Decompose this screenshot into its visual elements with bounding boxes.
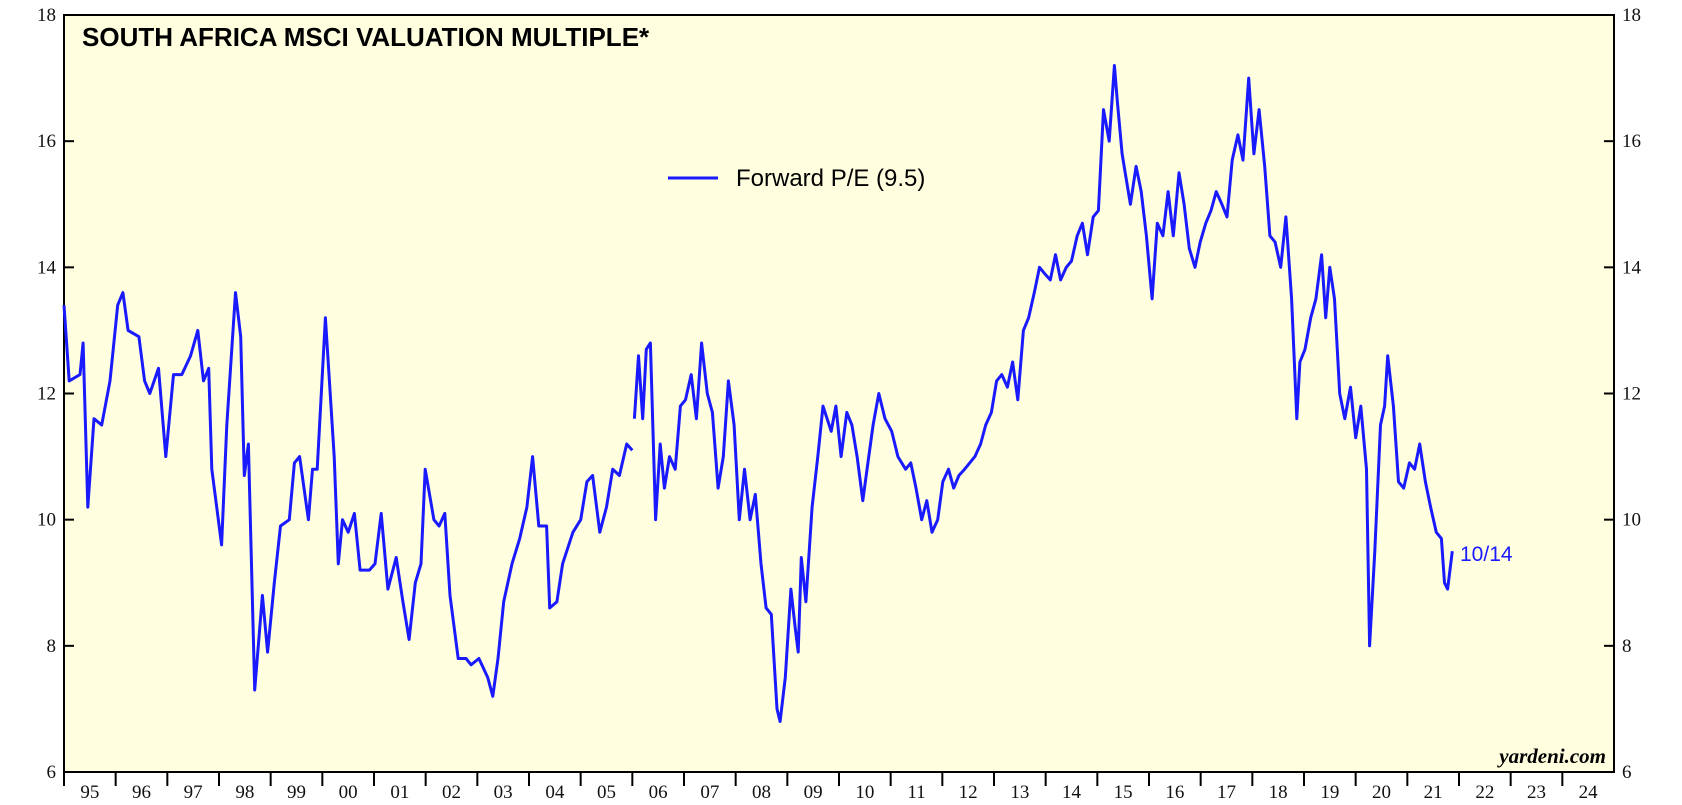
y-tick-label: 6 bbox=[47, 762, 57, 783]
x-tick-label: 08 bbox=[752, 782, 771, 803]
x-tick-label: 14 bbox=[1062, 782, 1082, 803]
y-tick-label: 8 bbox=[47, 636, 57, 657]
x-tick-label: 03 bbox=[494, 782, 513, 803]
y-tick-label: 14 bbox=[1622, 257, 1642, 278]
x-tick-label: 19 bbox=[1320, 782, 1339, 803]
x-tick-label: 09 bbox=[804, 782, 823, 803]
y-tick-label: 16 bbox=[37, 131, 56, 152]
x-tick-label: 96 bbox=[132, 782, 151, 803]
y-tick-label: 6 bbox=[1622, 762, 1632, 783]
x-tick-label: 04 bbox=[545, 782, 565, 803]
x-tick-label: 23 bbox=[1527, 782, 1546, 803]
chart-title: SOUTH AFRICA MSCI VALUATION MULTIPLE* bbox=[82, 22, 650, 52]
y-tick-label: 18 bbox=[37, 5, 56, 26]
x-tick-label: 11 bbox=[907, 782, 925, 803]
annotation: 10/14 bbox=[1460, 543, 1513, 566]
x-tick-label: 98 bbox=[235, 782, 254, 803]
x-tick-label: 24 bbox=[1579, 782, 1599, 803]
x-tick-label: 13 bbox=[1010, 782, 1029, 803]
x-tick-label: 99 bbox=[287, 782, 306, 803]
x-tick-label: 06 bbox=[649, 782, 668, 803]
source: yardeni.com bbox=[1496, 744, 1606, 768]
x-tick-label: 05 bbox=[597, 782, 616, 803]
x-tick-label: 12 bbox=[959, 782, 978, 803]
x-tick-label: 07 bbox=[700, 782, 719, 803]
y-tick-label: 10 bbox=[1622, 510, 1641, 531]
x-tick-label: 15 bbox=[1114, 782, 1133, 803]
x-tick-label: 10 bbox=[855, 782, 874, 803]
y-tick-label: 12 bbox=[1622, 384, 1641, 405]
x-tick-label: 21 bbox=[1424, 782, 1443, 803]
x-tick-label: 02 bbox=[442, 782, 461, 803]
plot-area bbox=[63, 14, 1615, 773]
marks: 6 6 8 8 10 10 12 12 14 14 16 16 18 18 95 96 97 98 99 00 01 02… bbox=[37, 5, 1642, 803]
x-tick-label: 97 bbox=[184, 782, 203, 803]
x-tick-label: 20 bbox=[1372, 782, 1391, 803]
y-tick-label: 14 bbox=[37, 257, 57, 278]
line-series bbox=[62, 64, 1454, 723]
x-tick-label: 22 bbox=[1475, 782, 1494, 803]
x-tick-label: 95 bbox=[80, 782, 99, 803]
x-tick-label: 00 bbox=[339, 782, 358, 803]
legend-label: Forward P/E (9.5) bbox=[736, 165, 925, 192]
y-tick-label: 8 bbox=[1622, 636, 1632, 657]
y-tick-label: 18 bbox=[1622, 5, 1641, 26]
y-tick-label: 10 bbox=[37, 510, 56, 531]
y-tick-label: 16 bbox=[1622, 131, 1641, 152]
x-tick-label: 01 bbox=[390, 782, 409, 803]
x-tick-label: 17 bbox=[1217, 782, 1236, 803]
x-tick-label: 18 bbox=[1269, 782, 1288, 803]
x-tick-label: 16 bbox=[1165, 782, 1184, 803]
y-tick-label: 12 bbox=[37, 384, 56, 405]
